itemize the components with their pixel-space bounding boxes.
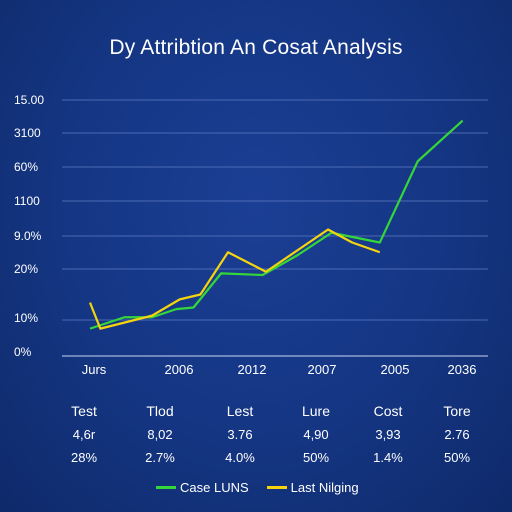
legend-swatch-green bbox=[156, 485, 176, 489]
legend-label: Last Nilging bbox=[290, 479, 359, 495]
table-cell: 4.0% bbox=[225, 450, 255, 465]
table-cell: 2.76 bbox=[444, 427, 470, 442]
x-tick-label: 2005 bbox=[380, 362, 410, 377]
table-cell: 8,02 bbox=[147, 427, 173, 442]
y-tick-label: 3100 bbox=[14, 126, 41, 140]
table-cell: 3,93 bbox=[375, 427, 401, 442]
table-cell: 2.7% bbox=[145, 450, 175, 465]
table-cell: 1.4% bbox=[373, 450, 403, 465]
table-header-cell: Lest bbox=[226, 403, 254, 419]
table-cell: 50% bbox=[302, 450, 330, 465]
table-cell: 28% bbox=[70, 450, 98, 465]
x-tick-label: 2012 bbox=[237, 362, 267, 377]
y-tick-label: 20% bbox=[14, 262, 39, 276]
y-tick-label: 1100 bbox=[14, 194, 40, 208]
chart-title: Dy Attribtion An Cosat Analysis bbox=[109, 36, 403, 59]
x-tick-label: 2036 bbox=[447, 362, 477, 377]
table-header-cell: Tore bbox=[443, 403, 471, 419]
legend-item-case-luns: Case LUNS bbox=[156, 480, 249, 495]
x-tick-label: 2006 bbox=[164, 362, 194, 377]
table-header-cell: Tlod bbox=[146, 403, 174, 419]
table-header-cell: Test bbox=[71, 403, 97, 419]
legend-label: Case LUNS bbox=[180, 479, 249, 495]
y-tick-label: 10% bbox=[14, 311, 39, 325]
y-tick-label: 60% bbox=[14, 160, 39, 174]
series-line-last-nilging bbox=[88, 228, 381, 330]
series-line-case-luns bbox=[89, 119, 464, 330]
table-cell: 4,6r bbox=[72, 427, 96, 442]
table-cell: 3.76 bbox=[227, 427, 253, 442]
table-cell: 4,90 bbox=[303, 427, 329, 442]
y-tick-label: 0% bbox=[14, 345, 32, 359]
table-cell: 50% bbox=[443, 450, 471, 465]
x-tick-label: 2007 bbox=[307, 362, 337, 377]
y-tick-label: 9.0% bbox=[14, 229, 42, 243]
legend-swatch-yellow bbox=[266, 485, 287, 489]
table-header-cell: Cost bbox=[373, 403, 403, 419]
table-header-cell: Lure bbox=[301, 403, 331, 419]
chart-legend: Case LUNS Last Nilging bbox=[156, 478, 377, 496]
legend-item-last-nilging: Last Nilging bbox=[266, 479, 359, 495]
x-tick-label: Jurs bbox=[81, 362, 107, 377]
y-tick-label: 15.00 bbox=[14, 93, 45, 107]
